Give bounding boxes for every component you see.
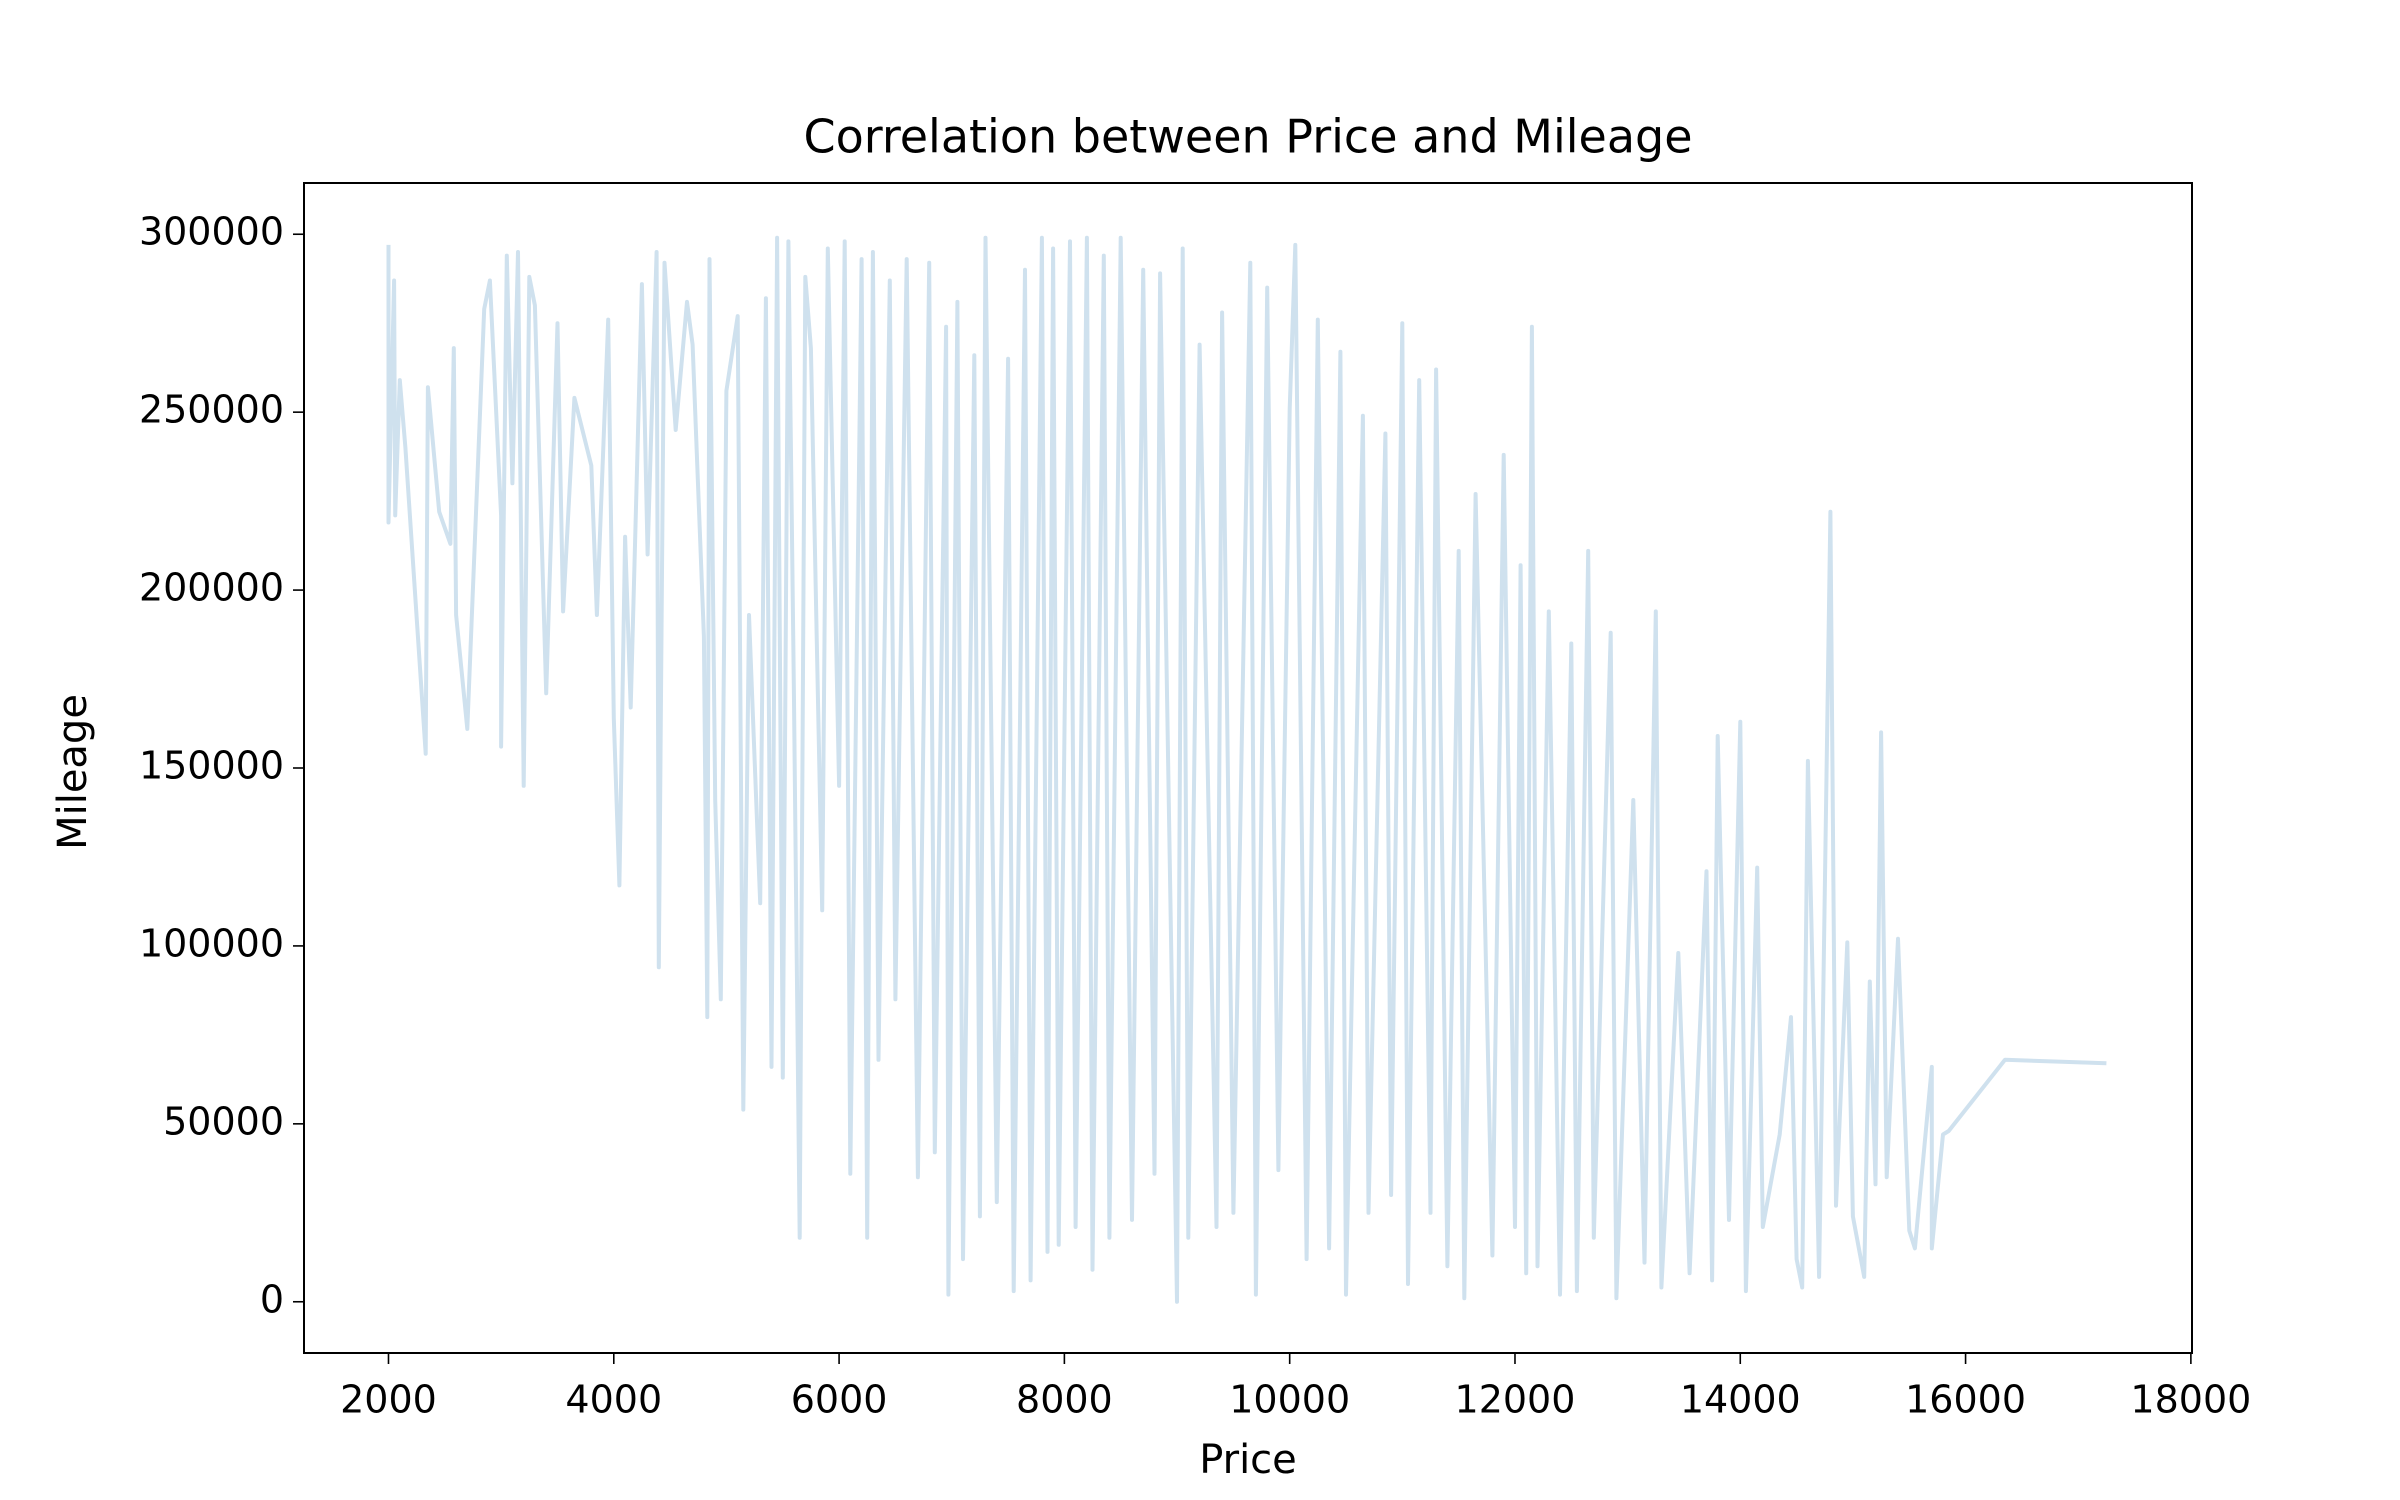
x-tick-label: 16000 (1905, 1378, 2026, 1422)
y-tick-label: 250000 (139, 388, 284, 432)
y-axis-label: Mileage (50, 694, 96, 850)
y-tick-label: 150000 (139, 744, 284, 788)
x-tick-label: 4000 (565, 1378, 662, 1422)
x-tick-label: 2000 (340, 1378, 437, 1422)
x-tick-label: 10000 (1229, 1378, 1350, 1422)
data-line (386, 235, 2107, 1304)
x-axis-label: Price (1199, 1437, 1297, 1483)
y-tick-label: 0 (260, 1277, 284, 1321)
y-tick-label: 50000 (163, 1099, 284, 1143)
x-tick-label: 12000 (1455, 1378, 1576, 1422)
chart-title: Correlation between Price and Mileage (803, 110, 1692, 164)
x-tick-label: 14000 (1680, 1378, 1801, 1422)
x-tick-label: 8000 (1016, 1378, 1113, 1422)
y-tick-label: 200000 (139, 566, 284, 610)
x-tick-label: 18000 (2130, 1378, 2251, 1422)
y-tick-label: 300000 (139, 210, 284, 254)
x-tick-label: 6000 (791, 1378, 888, 1422)
y-tick-label: 100000 (139, 921, 284, 965)
